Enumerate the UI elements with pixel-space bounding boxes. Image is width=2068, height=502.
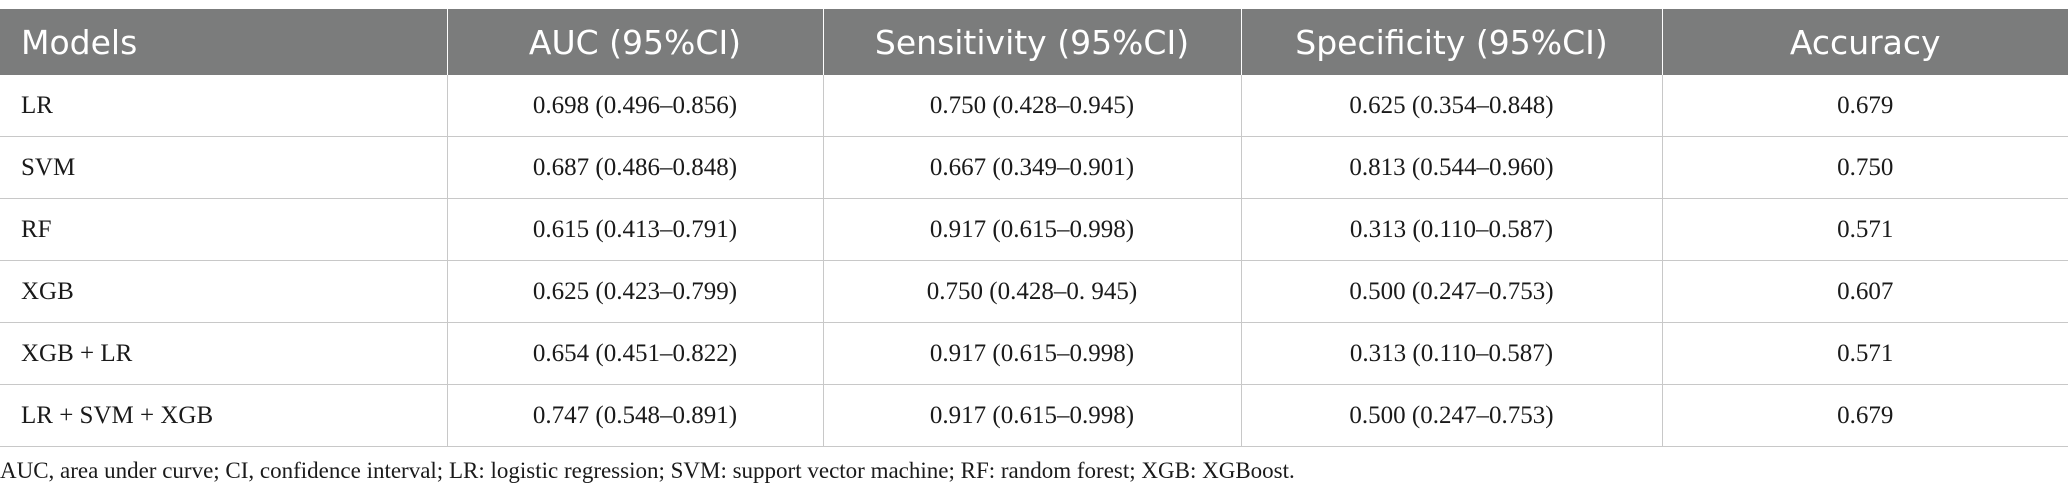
cell-specificity: 0.500 (0.247–0.753): [1240, 384, 1662, 447]
cell-accuracy: 0.679: [1661, 75, 2068, 137]
cell-model: LR + SVM + XGB: [0, 384, 447, 447]
table-row: SVM 0.687 (0.486–0.848) 0.667 (0.349–0.9…: [0, 136, 2068, 199]
cell-model: XGB: [0, 260, 447, 323]
header-specificity: Specificity (95%CI): [1240, 9, 1662, 75]
cell-specificity: 0.625 (0.354–0.848): [1240, 75, 1662, 137]
cell-specificity: 0.500 (0.247–0.753): [1240, 260, 1662, 323]
table-row: RF 0.615 (0.413–0.791) 0.917 (0.615–0.99…: [0, 198, 2068, 261]
results-table: Models AUC (95%CI) Sensitivity (95%CI) S…: [0, 9, 2068, 447]
cell-auc: 0.625 (0.423–0.799): [446, 260, 823, 323]
cell-auc: 0.615 (0.413–0.791): [446, 198, 823, 261]
cell-accuracy: 0.679: [1661, 384, 2068, 447]
cell-auc: 0.747 (0.548–0.891): [446, 384, 823, 447]
table-footnote: AUC, area under curve; CI, confidence in…: [0, 458, 1295, 483]
cell-sensitivity: 0.667 (0.349–0.901): [822, 136, 1241, 199]
cell-model: LR: [0, 75, 447, 137]
cell-model: XGB + LR: [0, 322, 447, 385]
cell-auc: 0.698 (0.496–0.856): [446, 75, 823, 137]
cell-accuracy: 0.750: [1661, 136, 2068, 199]
cell-sensitivity: 0.750 (0.428–0.945): [822, 75, 1241, 137]
cell-sensitivity: 0.917 (0.615–0.998): [822, 384, 1241, 447]
cell-auc: 0.654 (0.451–0.822): [446, 322, 823, 385]
cell-model: RF: [0, 198, 447, 261]
cell-specificity: 0.313 (0.110–0.587): [1240, 322, 1662, 385]
header-models: Models: [0, 9, 447, 75]
cell-specificity: 0.813 (0.544–0.960): [1240, 136, 1662, 199]
cell-sensitivity: 0.750 (0.428–0. 945): [822, 260, 1241, 323]
cell-specificity: 0.313 (0.110–0.587): [1240, 198, 1662, 261]
header-sensitivity: Sensitivity (95%CI): [822, 9, 1241, 75]
table-row: LR + SVM + XGB 0.747 (0.548–0.891) 0.917…: [0, 384, 2068, 447]
cell-accuracy: 0.607: [1661, 260, 2068, 323]
header-accuracy: Accuracy: [1661, 9, 2068, 75]
header-auc: AUC (95%CI): [446, 9, 823, 75]
cell-accuracy: 0.571: [1661, 198, 2068, 261]
cell-sensitivity: 0.917 (0.615–0.998): [822, 322, 1241, 385]
table-row: XGB + LR 0.654 (0.451–0.822) 0.917 (0.61…: [0, 322, 2068, 385]
table-header: Models AUC (95%CI) Sensitivity (95%CI) S…: [0, 9, 2068, 75]
cell-model: SVM: [0, 136, 447, 199]
table-body: LR 0.698 (0.496–0.856) 0.750 (0.428–0.94…: [0, 75, 2068, 447]
table-row: XGB 0.625 (0.423–0.799) 0.750 (0.428–0. …: [0, 260, 2068, 323]
cell-auc: 0.687 (0.486–0.848): [446, 136, 823, 199]
cell-accuracy: 0.571: [1661, 322, 2068, 385]
table-row: LR 0.698 (0.496–0.856) 0.750 (0.428–0.94…: [0, 75, 2068, 137]
header-row: Models AUC (95%CI) Sensitivity (95%CI) S…: [0, 9, 2068, 75]
cell-sensitivity: 0.917 (0.615–0.998): [822, 198, 1241, 261]
